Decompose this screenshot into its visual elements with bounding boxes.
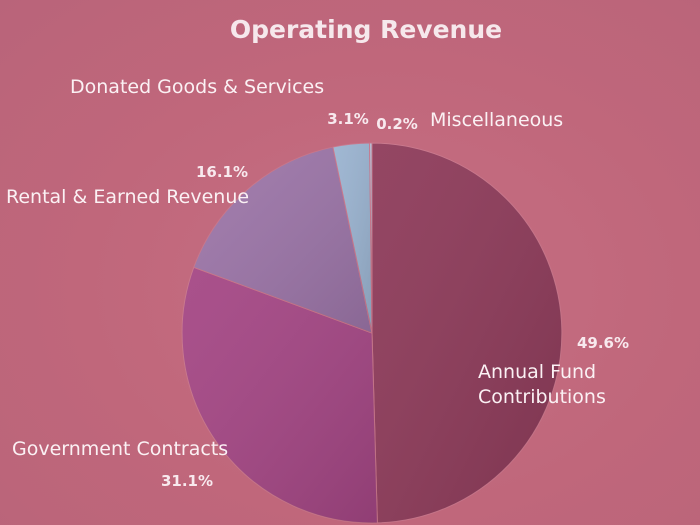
slice-percent-2: 16.1% xyxy=(196,163,248,181)
pie-labels: Annual Fund Contributions 49.6% Government … xyxy=(6,76,629,490)
pie-slice-shade-1 xyxy=(182,267,378,523)
slice-label-0: Annual Fund Contributions xyxy=(478,361,606,408)
slice-label-1: Government Contracts xyxy=(12,438,228,460)
slice-label-4: Miscellaneous xyxy=(430,109,563,131)
slice-label-3: Donated Goods & Services xyxy=(70,76,324,98)
slice-label-2: Rental & Earned Revenue xyxy=(6,186,249,208)
slice-percent-4: 0.2% xyxy=(376,115,418,133)
pie-slice-shade-2 xyxy=(193,147,372,333)
slice-percent-3: 3.1% xyxy=(327,110,369,128)
pie-slice-shade-3 xyxy=(332,143,372,333)
slice-percent-1: 31.1% xyxy=(161,472,213,490)
slice-percent-0: 49.6% xyxy=(577,334,629,352)
pie-slices xyxy=(181,142,563,524)
chart-title: Operating Revenue xyxy=(230,15,502,44)
pie-slice-shade-4 xyxy=(369,142,372,333)
pie-slice-shade-0 xyxy=(372,143,562,523)
